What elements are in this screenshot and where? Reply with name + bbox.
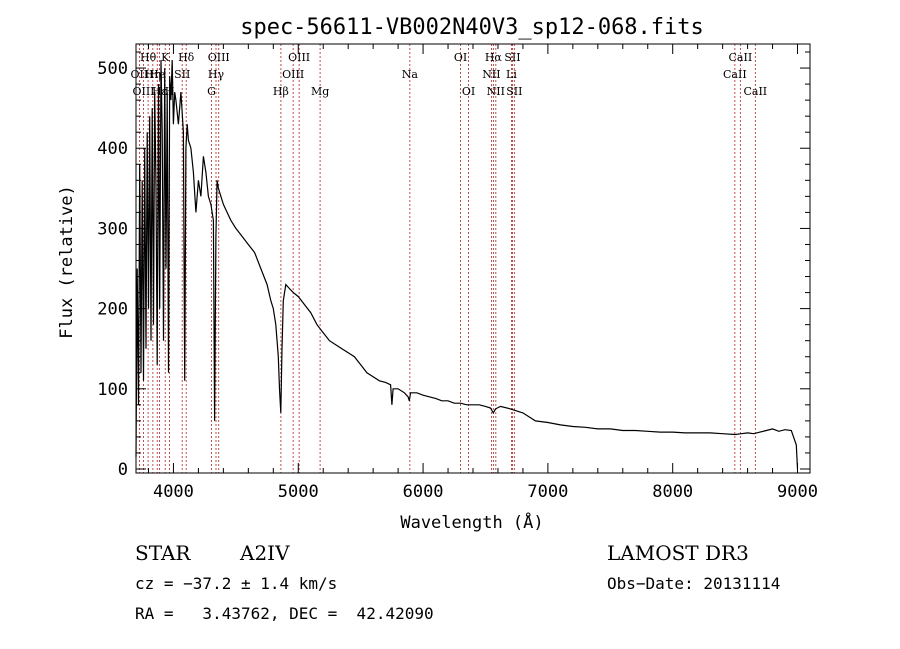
spectral-line-label: SII	[174, 68, 190, 81]
spectral-line-label: K	[161, 51, 170, 64]
x-tick-label: 6000	[403, 482, 444, 502]
x-axis-ticks: 4000 5000 6000 7000 8000 9000	[147, 44, 818, 502]
y-tick-label: 200	[97, 300, 128, 320]
spectrum-line	[135, 59, 799, 470]
spectral-line-label: CaII	[723, 68, 747, 81]
spectral-line-markers	[138, 44, 756, 473]
y-tick-label: 400	[97, 139, 128, 159]
x-tick-label: 9000	[777, 482, 818, 502]
spectral-line-label: OII	[131, 68, 149, 81]
spectral-line-label: Hη	[145, 68, 161, 81]
object-subclass: A2IV	[239, 541, 290, 565]
spectral-line-label: He	[149, 68, 165, 81]
spectral-line-label: OIII	[282, 68, 304, 81]
spectral-line-label: Li	[506, 68, 517, 81]
spectral-line-label: G	[207, 85, 216, 98]
redshift-velocity: cz = −37.2 ± 1.4 km/s	[135, 574, 337, 593]
y-axis-label: Flux (relative)	[57, 185, 77, 339]
x-tick-label: 8000	[652, 482, 693, 502]
spectral-line-label: Mg	[311, 85, 329, 98]
spectral-line-label: OIII	[132, 85, 154, 98]
x-tick-label: 5000	[278, 482, 319, 502]
spectral-line-label: Hδ	[178, 51, 195, 64]
survey-name: LAMOST DR3	[607, 541, 749, 565]
spectral-line-label: NII	[482, 68, 500, 81]
y-tick-label: 100	[97, 380, 128, 400]
spectral-line-label: OI	[454, 51, 467, 64]
plot-frame	[135, 43, 811, 474]
spectral-line-label: NII	[487, 85, 505, 98]
y-tick-label: 500	[97, 59, 128, 79]
y-axis-ticks: 0 100 200 300 400 500	[97, 51, 810, 480]
spectral-line-label: Hα	[485, 51, 503, 64]
x-tick-label: 7000	[527, 482, 568, 502]
object-class: STAR	[135, 541, 191, 565]
x-axis-label: Wavelength (Å)	[400, 511, 543, 533]
spectral-line-label: Hε	[152, 85, 168, 98]
coordinates: RA = 3.43762, DEC = 42.42090	[135, 604, 434, 623]
spectral-line-label: CaII	[729, 51, 753, 64]
spectral-line-label: Na	[402, 68, 419, 81]
spectral-line-label: Hθ	[140, 51, 157, 64]
spectral-line-label: OI	[462, 85, 475, 98]
y-tick-label: 0	[118, 460, 128, 480]
spectral-line-label: OIII	[208, 51, 230, 64]
spectral-line-label: CaII	[743, 85, 767, 98]
x-tick-label: 4000	[153, 482, 194, 502]
spectral-line-label: OIII	[288, 51, 310, 64]
spectral-line-label: SII	[506, 85, 522, 98]
y-tick-label: 300	[97, 219, 128, 239]
spectral-line-label: Hβ	[273, 85, 289, 98]
spectral-line-label: Hγ	[208, 68, 225, 81]
chart-title: spec-56611-VB002N40V3_sp12-068.fits	[240, 15, 704, 40]
observation-date: Obs−Date: 20131114	[607, 574, 780, 593]
spectral-line-label: SII	[504, 51, 520, 64]
